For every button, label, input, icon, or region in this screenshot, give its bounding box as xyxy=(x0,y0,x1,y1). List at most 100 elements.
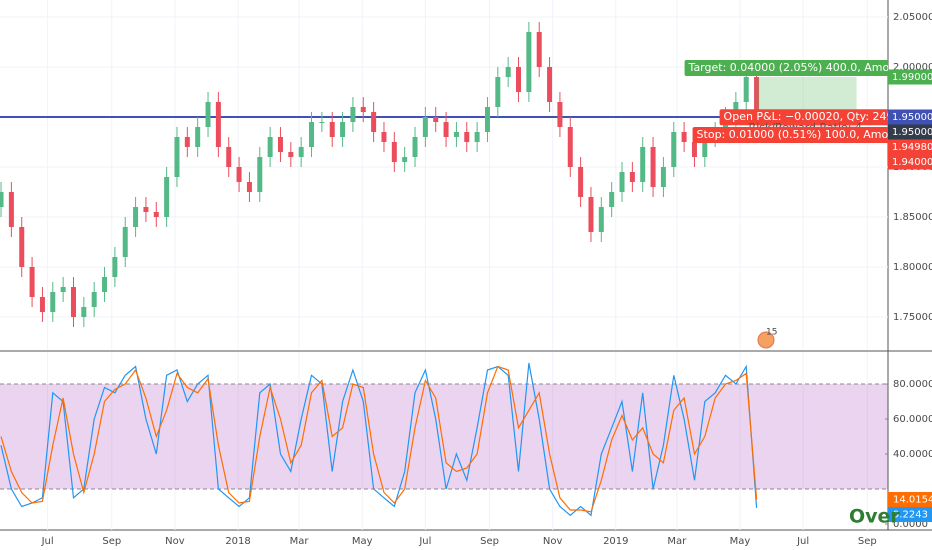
candle-body xyxy=(205,102,211,127)
candle-body xyxy=(474,132,480,142)
candle-body xyxy=(319,122,325,123)
candle-body xyxy=(464,132,470,142)
x-tick-label: Mar xyxy=(290,536,310,547)
candle-body xyxy=(246,182,252,192)
candle-body xyxy=(629,172,635,182)
candle-body xyxy=(516,67,522,92)
candle-body xyxy=(350,107,356,122)
candle-body xyxy=(691,142,697,157)
x-tick-label: Jul xyxy=(41,536,54,547)
candle-body xyxy=(640,147,646,182)
candle-body xyxy=(81,307,87,317)
stoch-line xyxy=(0,365,758,513)
candle-body xyxy=(609,192,615,207)
candle-body xyxy=(164,177,170,217)
target-label: Target: 0.04000 (2.05%) 400.0, Amount: 1… xyxy=(688,61,929,74)
candle-body xyxy=(288,152,294,157)
price-label: 1.95000 xyxy=(892,112,932,123)
candle-body xyxy=(257,157,263,192)
y-tick-label: 1.75000 xyxy=(893,312,932,323)
candle-body xyxy=(8,192,14,227)
y-tick-label: 2.00000 xyxy=(893,62,932,73)
candle-body xyxy=(371,112,377,132)
price-label: 1.94980 xyxy=(892,142,932,153)
candle-body xyxy=(122,227,128,257)
candle-body xyxy=(39,297,45,312)
x-tick-label: Nov xyxy=(165,536,185,547)
pnl-label: Open P&L: −0.00020, Qty: 24999 xyxy=(724,110,908,123)
candle-body xyxy=(391,142,397,162)
candle-body xyxy=(226,147,232,167)
price-label-bg xyxy=(888,69,932,85)
x-tick-label: Sep xyxy=(102,536,121,547)
stop-label: Stop: 0.01000 (0.51%) 100.0, Amount: 750 xyxy=(697,128,932,141)
candle-body xyxy=(236,167,242,182)
y-tick-label: 0.0000 xyxy=(893,519,928,530)
candle-body xyxy=(702,137,708,157)
candle-body xyxy=(650,147,656,187)
candle-body xyxy=(754,77,760,112)
x-tick-label: Sep xyxy=(858,536,877,547)
candle-body xyxy=(412,137,418,157)
price-label-bg xyxy=(888,109,932,125)
candle-body xyxy=(443,122,449,137)
price-label-bg xyxy=(888,154,932,170)
candle-body xyxy=(536,32,542,67)
candle-body xyxy=(50,292,56,312)
x-tick-label: May xyxy=(352,536,373,547)
candle-body xyxy=(91,292,97,307)
price-label-bg xyxy=(888,139,932,155)
x-tick-label: Sep xyxy=(480,536,499,547)
candle-body xyxy=(567,127,573,167)
candle-body xyxy=(29,267,35,297)
y-tick-label: 1.80000 xyxy=(893,262,932,273)
value-label: 9.2243 xyxy=(893,510,928,521)
candle-body xyxy=(453,132,459,137)
candle-body xyxy=(174,137,180,177)
candle-body xyxy=(215,102,221,147)
y-tick-label: 2.05000 xyxy=(893,12,932,23)
candle-body xyxy=(381,132,387,142)
candle-body xyxy=(143,207,149,212)
price-label-bg xyxy=(888,124,932,140)
x-tick-label: Jul xyxy=(418,536,431,547)
x-tick-label: 2019 xyxy=(603,536,628,547)
candle-body xyxy=(329,122,335,137)
axes: 1.750001.800001.850001.900001.950002.000… xyxy=(41,12,932,547)
y-tick-label: 60.0000 xyxy=(893,414,932,425)
candle-body xyxy=(619,172,625,192)
candle-body xyxy=(195,127,201,147)
candle-body xyxy=(495,77,501,107)
stoch-line xyxy=(0,362,758,517)
value-label-bg xyxy=(888,492,932,508)
candle-body xyxy=(578,167,584,197)
watermark-text: Over xyxy=(849,506,900,528)
candle-body xyxy=(422,117,428,137)
x-tick-label: Nov xyxy=(543,536,563,547)
pnl-label-bg xyxy=(719,109,888,126)
target-label-bg xyxy=(684,60,888,76)
candle-body xyxy=(598,207,604,232)
price-label: 1.94000 xyxy=(892,157,932,168)
x-tick-label: May xyxy=(730,536,751,547)
candle-body xyxy=(133,207,139,227)
value-label: 14.0154 xyxy=(893,495,932,506)
y-tick-label: 1.85000 xyxy=(893,212,932,223)
candle-body xyxy=(277,137,283,152)
candle-body xyxy=(102,277,108,292)
candle-body xyxy=(484,107,490,132)
x-tick-label: Mar xyxy=(667,536,687,547)
stop-label-bg xyxy=(692,127,888,143)
y-tick-label: 80.0000 xyxy=(893,379,932,390)
candle-body xyxy=(70,287,76,317)
candle-body xyxy=(340,122,346,137)
candle-body xyxy=(184,137,190,147)
price-label: 1.95000 xyxy=(892,127,932,138)
badge-icon xyxy=(757,331,775,349)
candle-body xyxy=(681,132,687,142)
candle-body xyxy=(0,192,4,207)
candle-body xyxy=(360,107,366,112)
